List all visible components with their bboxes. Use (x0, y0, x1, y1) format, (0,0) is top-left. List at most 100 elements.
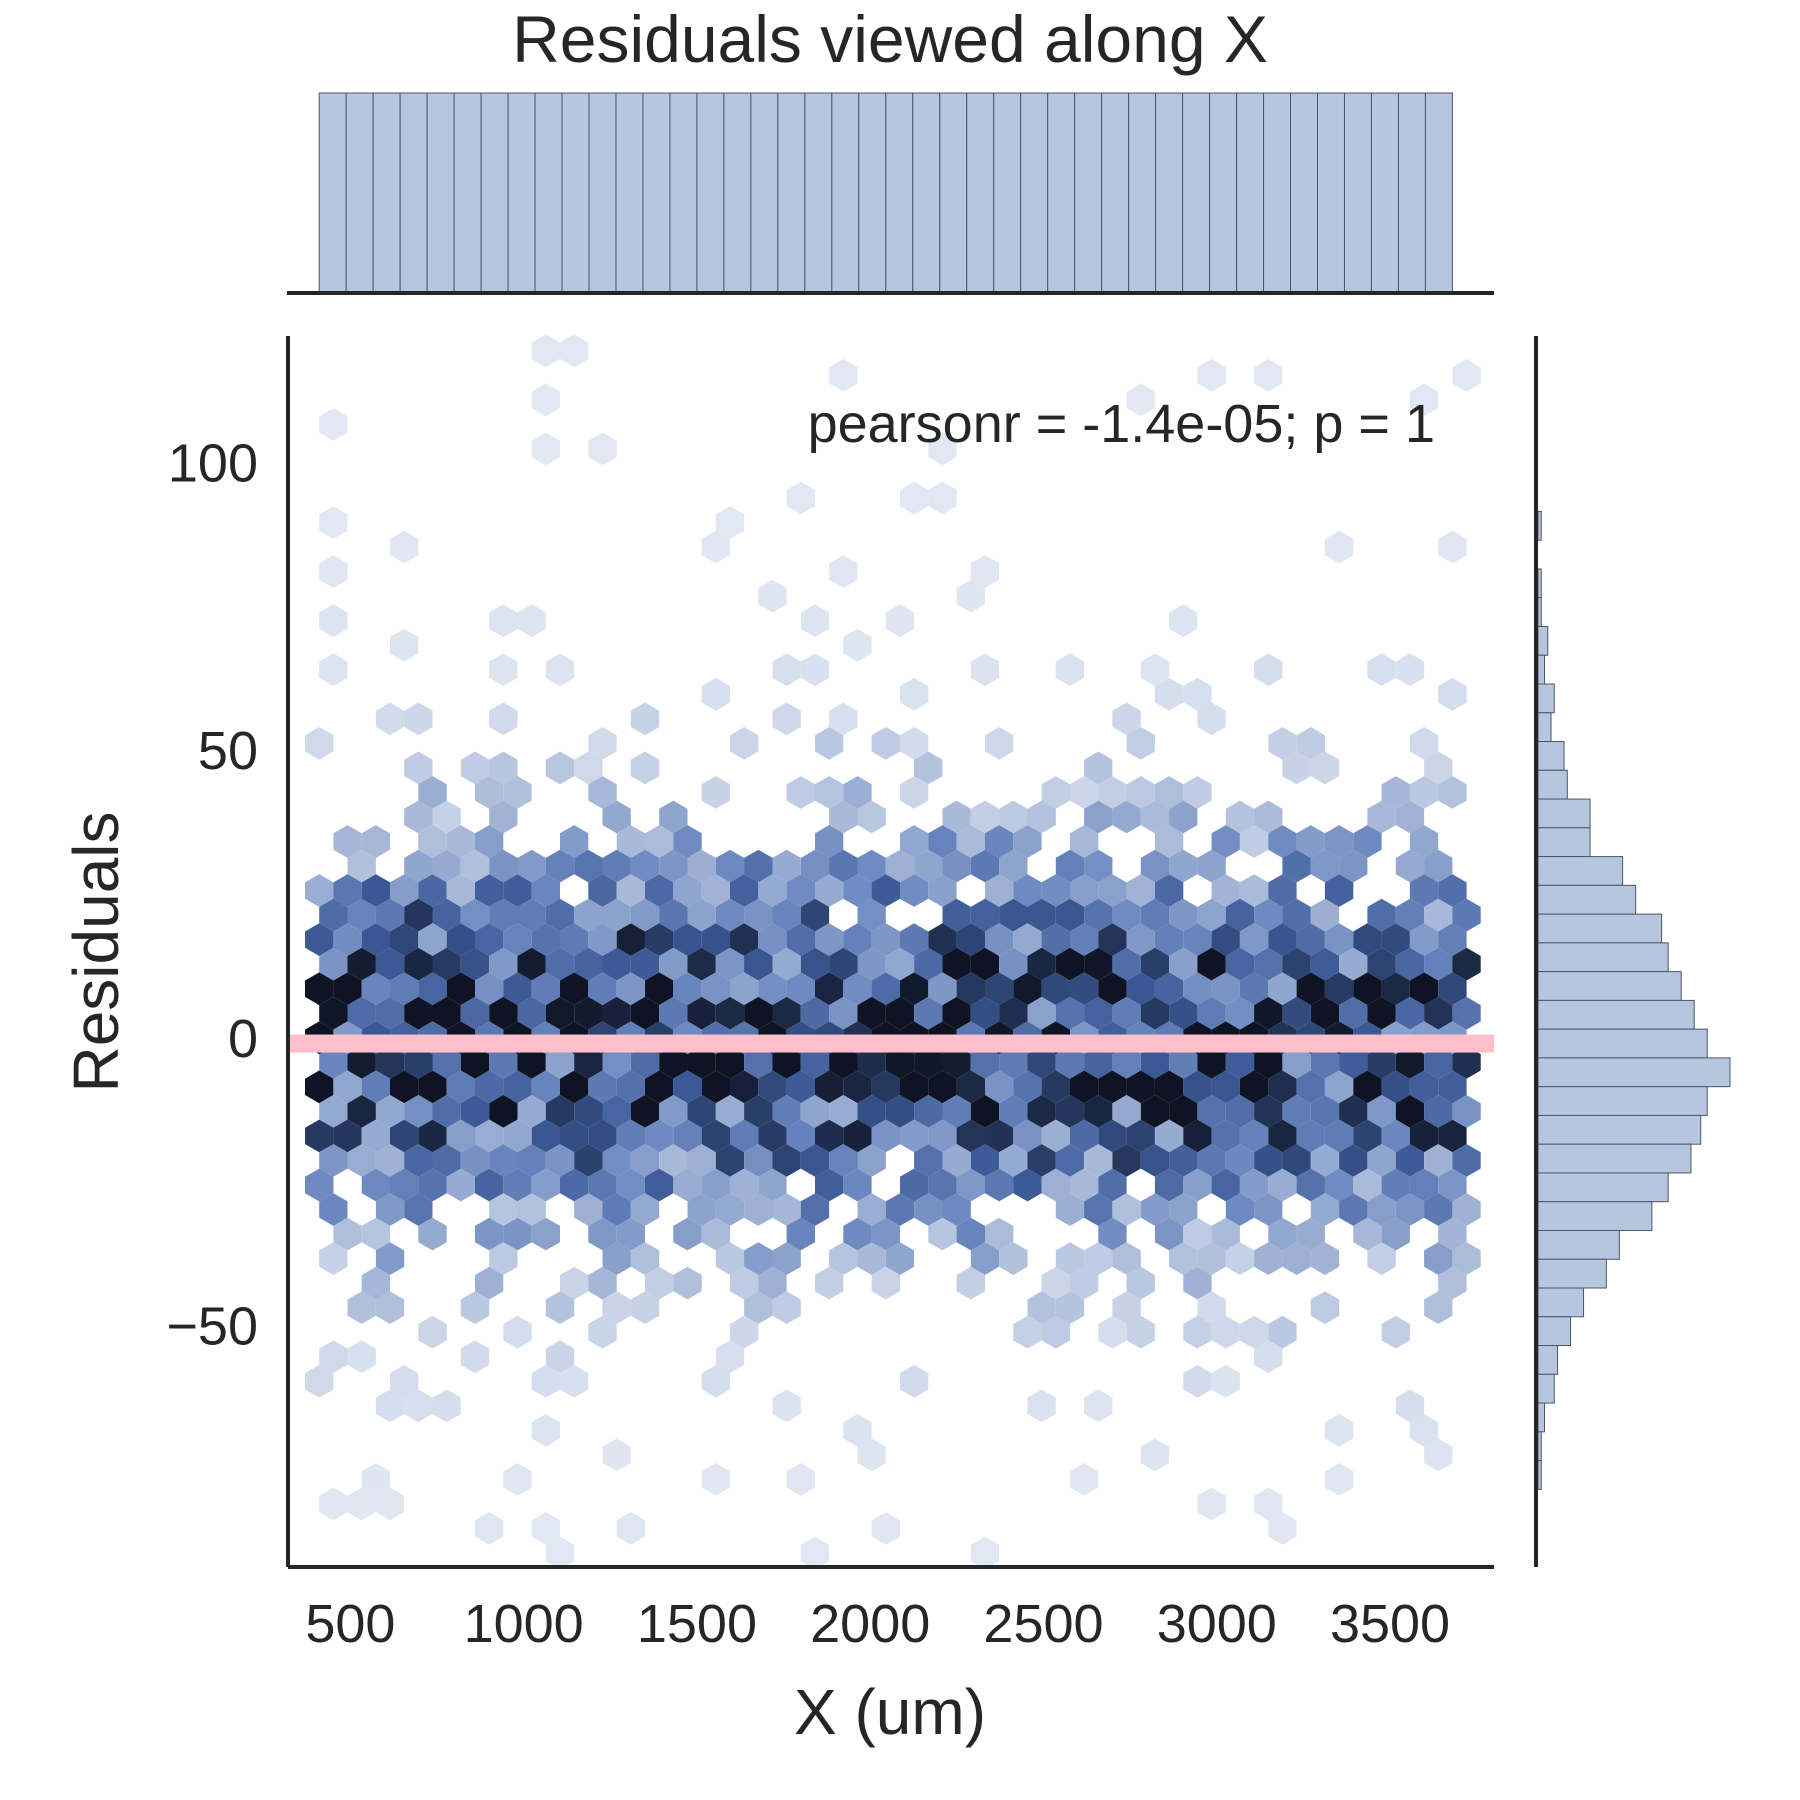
hexbin-cell (970, 1046, 1000, 1079)
hexbin-cell (687, 947, 716, 981)
hexbin-cell (460, 947, 490, 981)
hexbin-cell (871, 923, 900, 956)
hexbin-cell (1324, 874, 1354, 907)
hexbin-cell (744, 1193, 773, 1226)
hexbin-cell (1211, 1119, 1240, 1153)
hexbin-cell (489, 702, 518, 736)
hexbin-cell (1041, 874, 1070, 907)
x-hist-bar (1155, 92, 1184, 294)
hexbin-cell (687, 898, 716, 932)
hexbin-cell (1041, 972, 1070, 1006)
hexbin-cell (432, 898, 461, 932)
hexbin-cell (1424, 996, 1453, 1030)
hexbin-cell (1381, 1070, 1410, 1104)
hexbin-cell (1310, 1291, 1340, 1324)
hexbin-cell (985, 1168, 1014, 1202)
hexbin-cell (1353, 825, 1382, 858)
hexbin-cell (602, 947, 631, 981)
hexbin-cell (645, 1168, 674, 1202)
hexbin-cell (630, 751, 660, 785)
hexbin-cell (843, 874, 872, 907)
hexbin-cell (1027, 1144, 1056, 1177)
hexbin-cell (715, 1095, 745, 1128)
hexbin-cell (475, 923, 504, 956)
hexbin-cell (503, 874, 532, 907)
hexbin-cell (1055, 1242, 1085, 1275)
hexbin-cell (786, 481, 815, 515)
hexbin-cell (1324, 1119, 1354, 1153)
y-tick-label: 0 (228, 1009, 258, 1069)
hexbin-cell (630, 996, 660, 1030)
hexbin-cell (758, 1119, 787, 1153)
hexbin-cell (758, 1070, 787, 1104)
hexbin-cell (347, 947, 376, 981)
hexbin-cell (1239, 1315, 1269, 1349)
hexbin-cell (545, 1095, 575, 1128)
x-hist-bar (1101, 92, 1130, 294)
hexbin-cell (1126, 923, 1155, 956)
hexbin-cell (1438, 1070, 1467, 1104)
reference-line (288, 1034, 1494, 1053)
hexbin-cell (1197, 849, 1226, 883)
hexbin-cell (659, 898, 688, 932)
hexbin-cell (1211, 825, 1240, 858)
hexbin-cell (1438, 972, 1467, 1006)
hexbin-cell (715, 1340, 745, 1374)
hexbin-cell (1027, 1095, 1056, 1128)
hexbin-cell (800, 1046, 830, 1079)
hexbin-cell (1409, 727, 1439, 760)
hexbin-cell (1140, 1095, 1170, 1128)
hexbin-cell (1282, 898, 1311, 932)
hexbin-cell (545, 1340, 575, 1374)
hexbin-cell (645, 825, 674, 858)
hexbin-cell (630, 898, 660, 932)
hexbin-cell (885, 947, 915, 981)
hexbin-cell (1424, 1438, 1453, 1472)
hexbin-cell (1183, 1168, 1212, 1202)
hexbin-cell (758, 1266, 787, 1300)
hexbin-cell (390, 628, 419, 662)
hexbin-cell (1084, 996, 1113, 1030)
hexbin-cell (928, 1217, 957, 1251)
hexbin-cell (800, 1095, 830, 1128)
hexbin-cell (588, 1217, 617, 1251)
hexbin-cell (588, 874, 617, 907)
hexbin-cell (1225, 996, 1255, 1030)
hexbin-cell (305, 1070, 334, 1104)
hexbin-cell (673, 825, 702, 858)
x-marginal-histogram (318, 92, 1453, 294)
hexbin-cell (744, 1144, 773, 1177)
hexbin-cell (1140, 898, 1170, 932)
hexbin-cell (985, 874, 1014, 907)
y-marginal-histogram (1537, 510, 1731, 1490)
hexbin-cell (460, 849, 490, 883)
hexbin-cell (1310, 1144, 1340, 1177)
hexbin-cell (1084, 1144, 1113, 1177)
hexbin-cell (1013, 874, 1042, 907)
hexbin-cell (914, 849, 943, 883)
hexbin-cell (815, 874, 844, 907)
hexbin-cell (928, 1119, 957, 1153)
y-hist-bar (1537, 1431, 1542, 1462)
hexbin-cell (715, 996, 745, 1030)
hexbin-cell (503, 1463, 532, 1496)
hexbin-cell (1324, 825, 1354, 858)
hexbin-cell (857, 1095, 886, 1128)
hexbin-cell (1169, 947, 1198, 981)
hexbin-cell (1055, 1095, 1085, 1128)
hexbin-cell (560, 1364, 589, 1398)
hexbin-cell (545, 1536, 575, 1570)
hexbin-cell (1154, 1168, 1184, 1202)
hexbin-cell (871, 1217, 900, 1251)
hexbin-cell (475, 972, 504, 1006)
x-hist-bar (1290, 92, 1319, 294)
hexbin-cell (1154, 1070, 1184, 1104)
hexbin-cell (489, 653, 518, 687)
hexbin-cell (1452, 359, 1481, 392)
hexbin-cell (574, 898, 603, 932)
hexbin-cell (1310, 1193, 1340, 1226)
hexbin-cell (772, 653, 801, 687)
hexbin-cell (1197, 1242, 1226, 1275)
hexbin-cell (730, 923, 759, 956)
hexbin-cell (418, 1315, 447, 1349)
